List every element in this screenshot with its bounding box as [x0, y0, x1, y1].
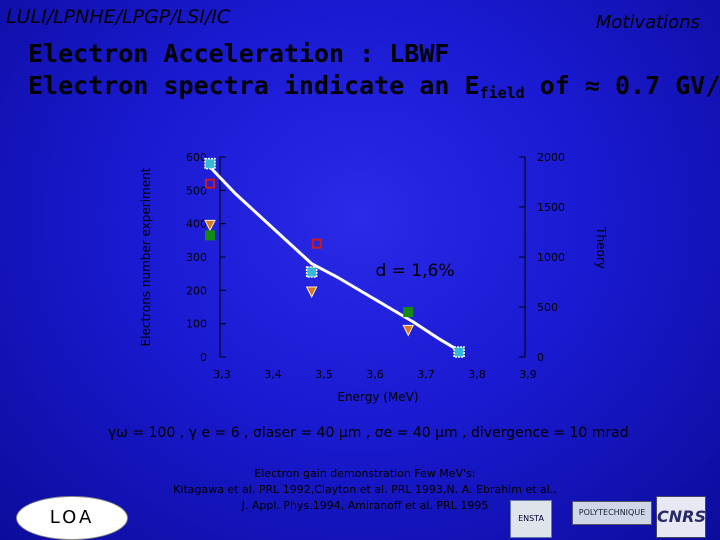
cnrs-logo: CNRS: [656, 496, 706, 538]
data-point-cyan-square: [204, 157, 216, 170]
data-point-red-square: [205, 178, 215, 189]
ensta-logo: ENSTA: [510, 500, 552, 538]
y-right-tick-label: 0: [537, 351, 544, 364]
parameters-line: γω = 100 , γ e = 6 , σlaser = 40 μm , σe…: [108, 425, 629, 441]
y-left-axis-title: Electrons number experiment: [139, 167, 153, 346]
loa-logo: LOA: [16, 496, 128, 540]
y-right-tick-label: 1500: [537, 201, 565, 214]
x-tick-label: 3,8: [468, 368, 486, 381]
y-left-tick-label: 0: [200, 351, 207, 364]
data-point-cyan-square: [453, 346, 465, 358]
ensta-logo-text: ENSTA: [518, 514, 544, 523]
credit-line-3: J. Appl. Phys.1994, Amiranoff et al. PRL…: [241, 499, 489, 512]
y-right-tick-label: 1000: [537, 251, 565, 264]
theory-curve: [208, 165, 465, 355]
x-tick-label: 3,9: [519, 368, 537, 381]
x-tick-label: 3,3: [213, 368, 231, 381]
data-point-orange-triangle: [204, 219, 216, 232]
x-tick-label: 3,4: [264, 368, 282, 381]
data-point-green-square: [403, 307, 414, 317]
x-tick-label: 3,5: [315, 368, 333, 381]
y-right-axis-title: Theory: [594, 226, 608, 269]
header-section-label: Motivations: [595, 12, 700, 33]
header-left-label: LULI/LPNHE/LPGP/LSI/IC: [6, 6, 231, 28]
title-line-1: Electron Acceleration : LBWF: [28, 39, 450, 68]
slide-title: Electron Acceleration : LBWF Electron sp…: [28, 38, 720, 109]
title-line-2-post: of ≈ 0.7 GV/m: [524, 71, 720, 100]
x-tick-label: 3,7: [417, 368, 435, 381]
title-line-2-pre: Electron spectra indicate an E: [28, 71, 480, 100]
polytechnique-logo: POLYTECHNIQUE: [572, 501, 652, 525]
y-left-tick-label: 600: [186, 151, 207, 164]
data-point-orange-triangle: [402, 324, 415, 337]
data-point-cyan-square: [305, 266, 318, 278]
credit-line-2: Kitagawa et al. PRL 1992,Clayton et al. …: [173, 483, 557, 496]
y-left-tick-label: 300: [186, 251, 207, 264]
credits-block: Electron gain demonstration Few MeV's: K…: [150, 466, 580, 514]
data-point-orange-triangle: [305, 286, 318, 299]
y-left-tick-label: 500: [186, 184, 207, 197]
y-right-tick-label: 2000: [537, 151, 565, 164]
curve-annotation: d = 1,6%: [375, 261, 454, 281]
y-left-tick-label: 200: [186, 284, 207, 297]
y-right-tick-label: 500: [537, 301, 558, 314]
x-axis-title: Energy (MeV): [337, 390, 418, 404]
y-left-tick-label: 100: [186, 318, 207, 331]
title-line-2: Electron spectra indicate an Efield of ≈…: [28, 70, 720, 109]
credit-line-1: Electron gain demonstration Few MeV's:: [254, 467, 476, 480]
y-left-tick-label: 400: [186, 218, 207, 231]
x-tick-label: 3,6: [366, 368, 384, 381]
data-point-red-square: [311, 238, 322, 249]
data-point-green-square: [205, 230, 215, 241]
title-line-2-sub: field: [479, 84, 525, 102]
